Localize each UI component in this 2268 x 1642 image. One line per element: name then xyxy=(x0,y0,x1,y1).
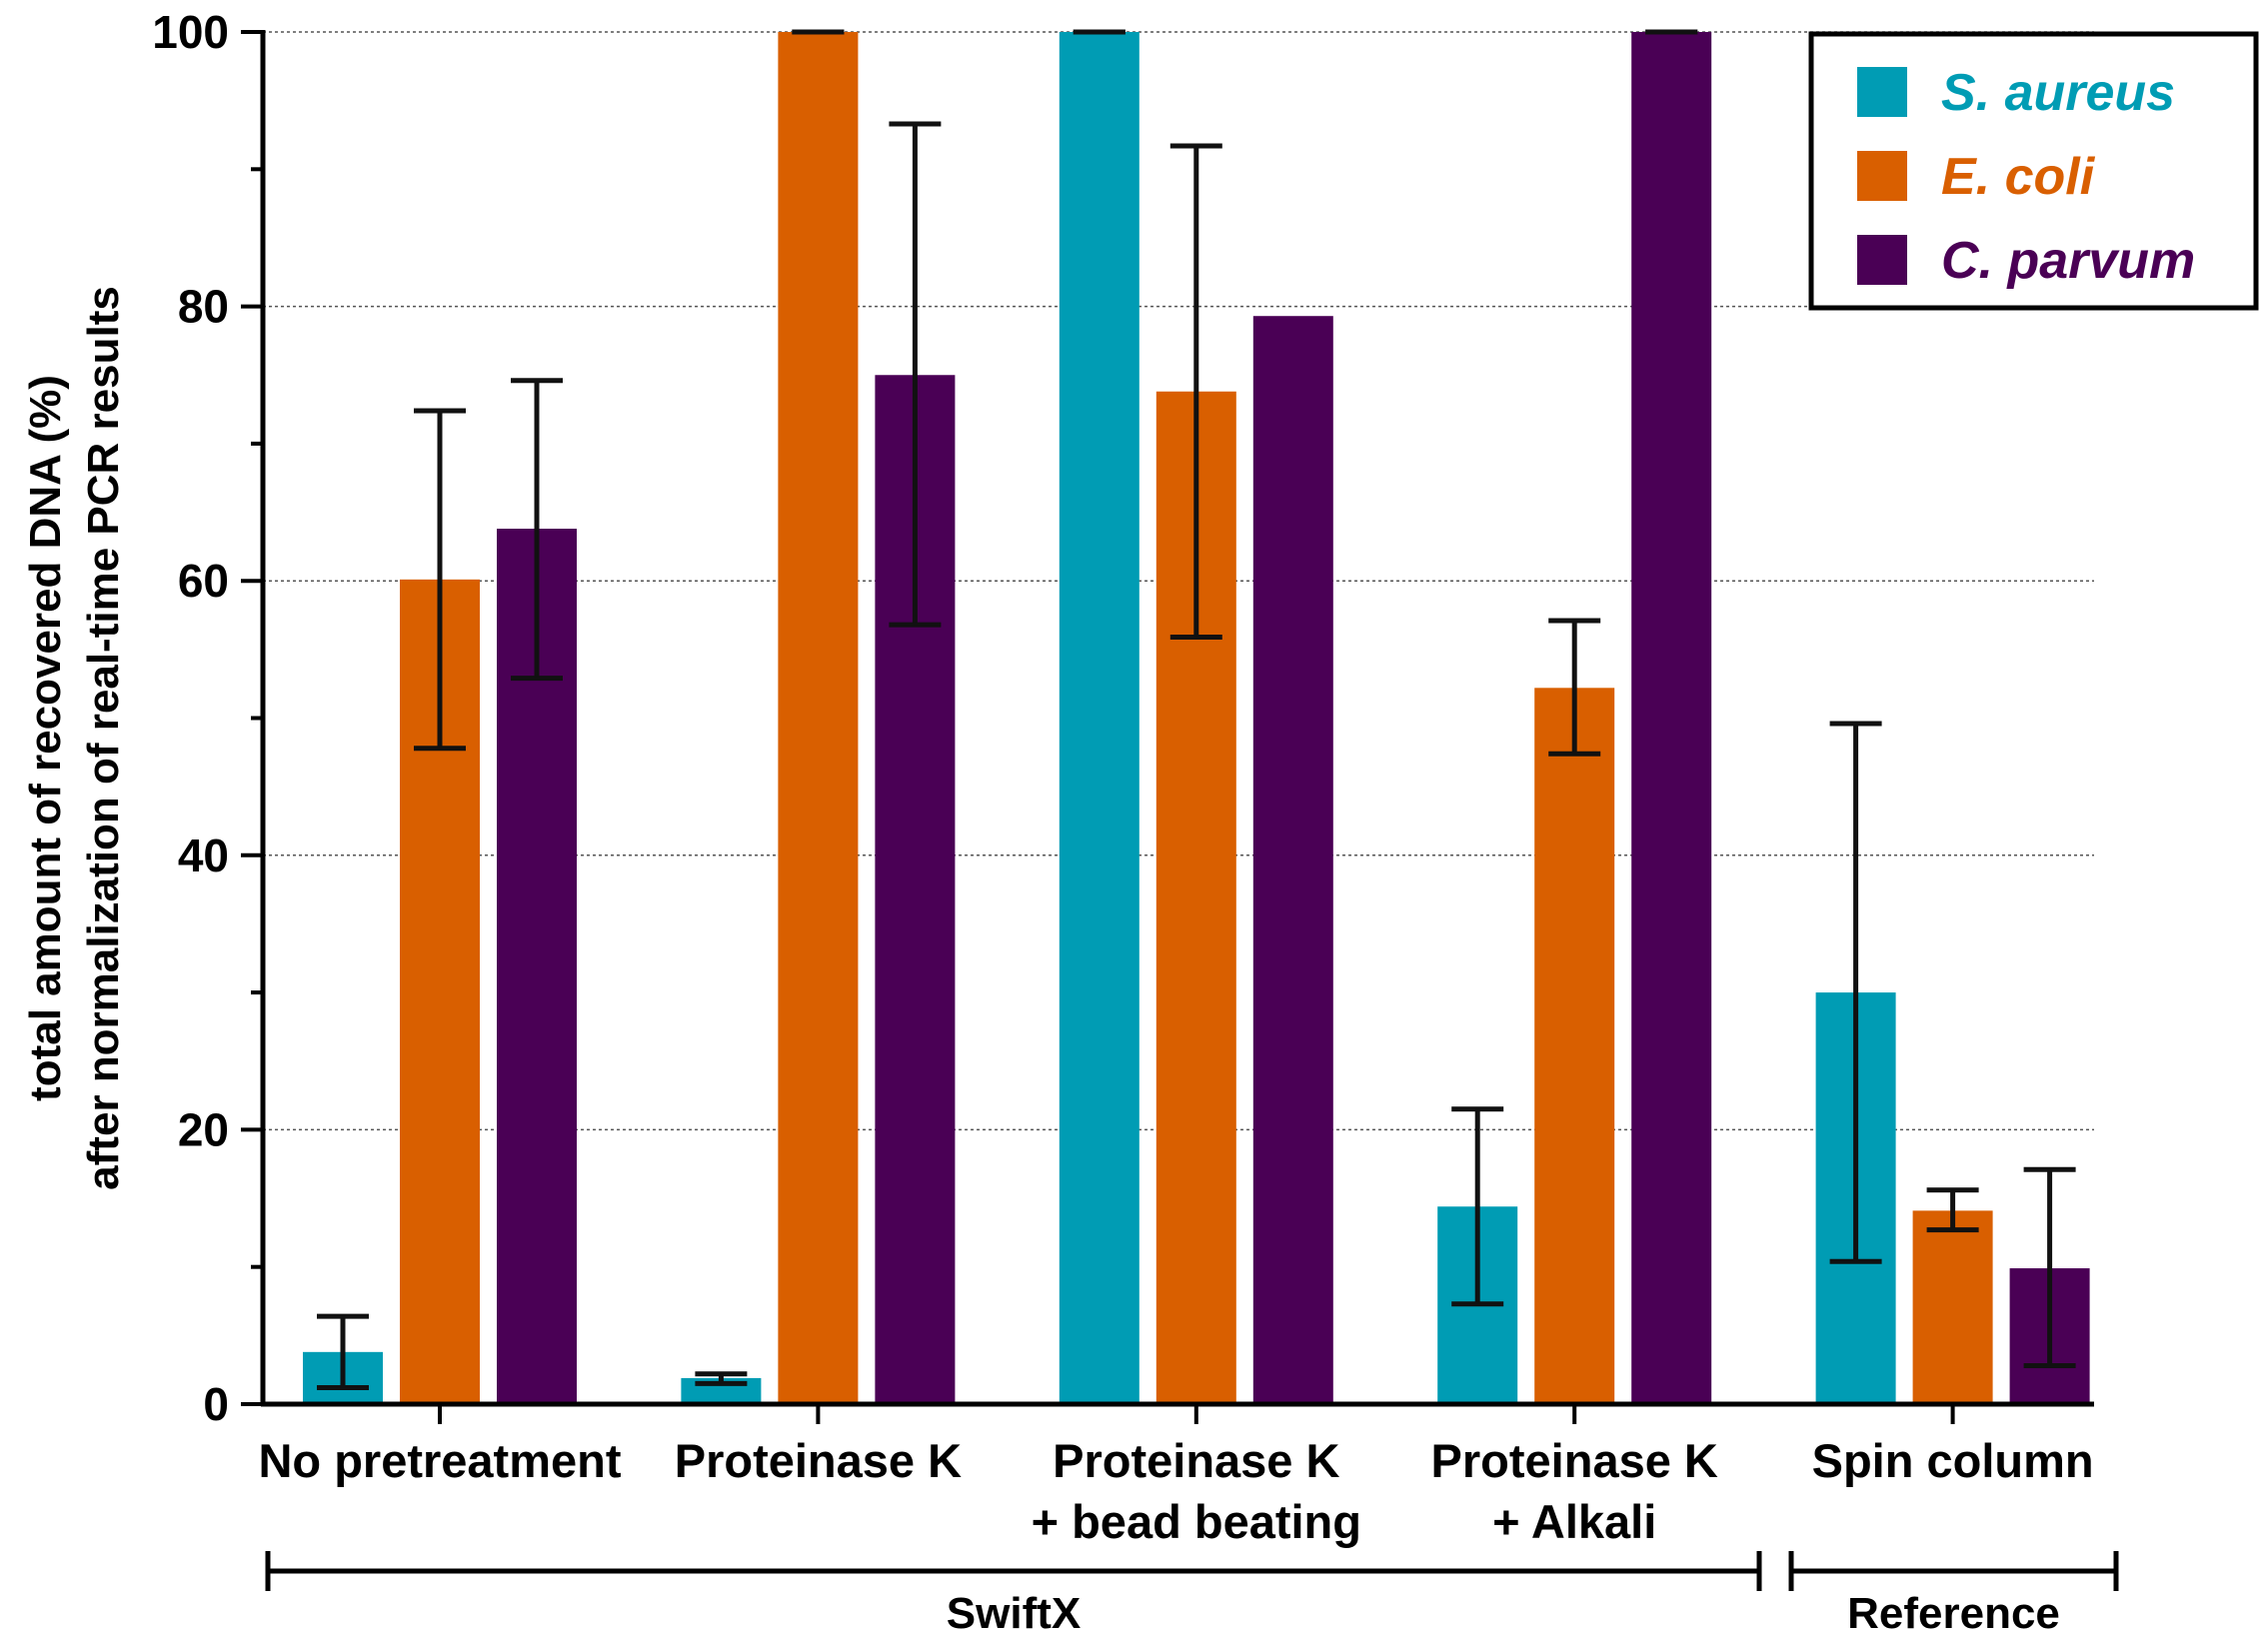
y-axis-title: total amount of recovered DNA (%) xyxy=(21,375,70,1101)
legend-swatch xyxy=(1857,151,1907,201)
x-tick-label: No pretreatment xyxy=(258,1434,621,1487)
axes xyxy=(241,30,2094,1424)
x-tick-label: Proteinase K xyxy=(1053,1434,1339,1487)
legend-swatch xyxy=(1857,67,1907,117)
legend-swatch xyxy=(1857,235,1907,285)
bar-ecoli xyxy=(1534,688,1615,1404)
group-label: SwiftX xyxy=(947,1589,1081,1638)
legend-label: C. parvum xyxy=(1941,232,2195,290)
x-tick-label: + bead beating xyxy=(1032,1495,1361,1548)
x-tick-label: + Alkali xyxy=(1492,1495,1656,1548)
bar-cparvum xyxy=(1631,32,1712,1404)
x-tick-label: Spin column xyxy=(1812,1434,2094,1487)
bar-ecoli xyxy=(1912,1210,1993,1404)
y-tick-label: 0 xyxy=(203,1378,229,1430)
y-tick-label: 80 xyxy=(178,281,229,333)
y-tick-label: 100 xyxy=(152,6,229,58)
bars xyxy=(303,32,2090,1405)
x-tick-label: Proteinase K xyxy=(675,1434,962,1487)
grid-lines xyxy=(263,31,2094,1131)
group-brackets: SwiftX Reference xyxy=(265,1551,2119,1638)
y-axis-title: after normalization of real-time PCR res… xyxy=(79,286,128,1190)
y-tick-label: 40 xyxy=(178,829,229,881)
error-bars xyxy=(317,29,2076,1391)
y-tick-label: 60 xyxy=(178,555,229,607)
axis-labels: 0 20 40 60 80 100 No pretreatment Proteinase K P… xyxy=(21,6,2094,1548)
x-tick-label: Proteinase K xyxy=(1431,1434,1718,1487)
legend: S. aureus E. coli C. parvum xyxy=(1808,31,2259,311)
legend-label: E. coli xyxy=(1941,148,2096,206)
y-tick-label: 20 xyxy=(178,1103,229,1155)
legend-label: S. aureus xyxy=(1941,64,2175,122)
group-label: Reference xyxy=(1847,1589,2060,1638)
bar-saureus xyxy=(1059,32,1139,1404)
bar-cparvum xyxy=(1252,316,1333,1405)
bar-ecoli xyxy=(778,32,859,1404)
